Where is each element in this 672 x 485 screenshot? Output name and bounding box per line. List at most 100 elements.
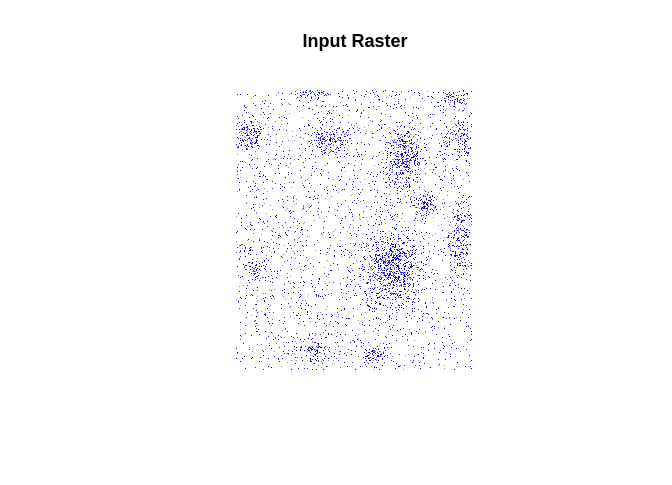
raster-cell (333, 106, 334, 107)
raster-cell (249, 164, 250, 165)
raster-cell (323, 332, 324, 333)
raster-cell (286, 342, 287, 343)
raster-cell (458, 248, 459, 249)
raster-cell (381, 113, 382, 114)
raster-cell (282, 265, 283, 266)
raster-cell (460, 175, 461, 176)
raster-cell (380, 281, 381, 282)
raster-cell (382, 256, 383, 257)
raster-cell (469, 181, 470, 182)
raster-cell (251, 335, 252, 336)
raster-cell (406, 301, 407, 302)
raster-cell (375, 351, 376, 352)
raster-cell (359, 244, 360, 245)
raster-cell (463, 304, 464, 305)
raster-cell (393, 276, 394, 277)
raster-cell (333, 231, 334, 232)
raster-cell (395, 245, 396, 246)
raster-cell (396, 281, 397, 282)
raster-cell (371, 292, 372, 293)
raster-cell (404, 288, 405, 289)
raster-cell (294, 232, 295, 233)
raster-cell (263, 175, 264, 176)
raster-cell (300, 241, 301, 242)
raster-cell (360, 304, 361, 305)
raster-cell (356, 111, 357, 112)
raster-cell (263, 117, 264, 118)
raster-cell (424, 186, 425, 187)
raster-cell (311, 348, 312, 349)
raster-cell (320, 139, 321, 140)
raster-cell (320, 138, 321, 139)
raster-cell (298, 300, 299, 301)
raster-cell (468, 197, 469, 198)
raster-cell (268, 304, 269, 305)
raster-cell (245, 265, 246, 266)
raster-cell (406, 187, 407, 188)
raster-cell (445, 277, 446, 278)
raster-cell (332, 185, 333, 186)
raster-cell (355, 293, 356, 294)
raster-cell (312, 355, 313, 356)
raster-cell (409, 160, 410, 161)
raster-cell (461, 237, 462, 238)
raster-cell (343, 131, 344, 132)
raster-cell (320, 127, 321, 128)
raster-cell (416, 207, 417, 208)
raster-cell (385, 253, 386, 254)
raster-cell (264, 114, 265, 115)
raster-cell (414, 265, 415, 266)
raster-cell (245, 137, 246, 138)
raster-cell (419, 187, 420, 188)
raster-cell (372, 265, 373, 266)
raster-cell (316, 105, 317, 106)
raster-cell (407, 258, 408, 259)
raster-cell (334, 255, 335, 256)
raster-cell (404, 143, 405, 144)
raster-cell (416, 156, 417, 157)
raster-cell (430, 201, 431, 202)
raster-cell (459, 149, 460, 150)
raster-cell (471, 298, 472, 299)
raster-cell (465, 141, 466, 142)
raster-cell (361, 113, 362, 114)
raster-cell (409, 255, 410, 256)
raster-cell (338, 161, 339, 162)
raster-cell (327, 186, 328, 187)
raster-cell (265, 308, 266, 309)
raster-cell (386, 270, 387, 271)
raster-cell (241, 222, 242, 223)
raster-cell (458, 215, 459, 216)
raster-cell (378, 124, 379, 125)
raster-cell (470, 244, 471, 245)
raster-cell (249, 270, 250, 271)
raster-cell (377, 255, 378, 256)
raster-cell (264, 188, 265, 189)
raster-cell (439, 193, 440, 194)
raster-cell (358, 230, 359, 231)
raster-cell (460, 224, 461, 225)
raster-cell (386, 162, 387, 163)
raster-cell (401, 134, 402, 135)
raster-cell (397, 190, 398, 191)
raster-cell (257, 268, 258, 269)
raster-cell (400, 329, 401, 330)
raster-cell (375, 339, 376, 340)
raster-cell (408, 155, 409, 156)
raster-cell (413, 269, 414, 270)
raster-cell (351, 354, 352, 355)
raster-cell (420, 158, 421, 159)
raster-cell (408, 169, 409, 170)
raster-cell (359, 128, 360, 129)
raster-cell (382, 277, 383, 278)
raster-cell (396, 259, 397, 260)
raster-cell (410, 160, 411, 161)
raster-cell (390, 219, 391, 220)
raster-cell (434, 207, 435, 208)
raster-cell (471, 215, 472, 216)
raster-cell (397, 330, 398, 331)
raster-cell (317, 118, 318, 119)
raster-cell (387, 240, 388, 241)
raster-cell (386, 253, 387, 254)
raster-cell (403, 275, 404, 276)
